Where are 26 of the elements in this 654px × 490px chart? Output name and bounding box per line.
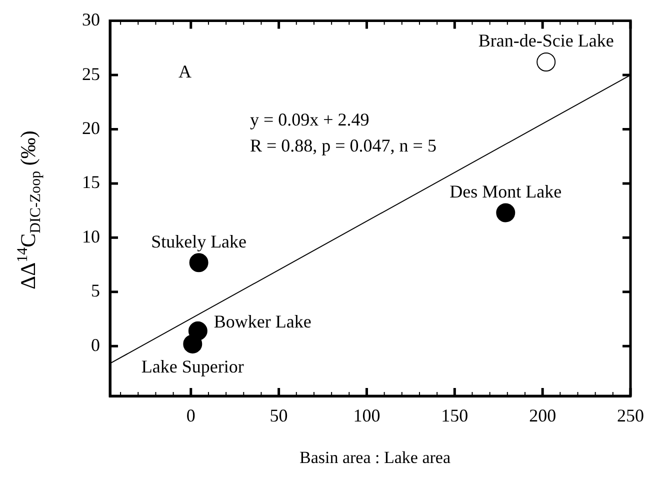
annotation: Stukely Lake <box>151 231 247 252</box>
x-tick-label: 200 <box>529 406 556 426</box>
y-tick-label: 0 <box>91 334 100 355</box>
point <box>188 321 208 340</box>
x-tick-label: 50 <box>270 406 288 426</box>
x-tick-label: 0 <box>186 406 196 426</box>
y-tick-label: 30 <box>82 10 100 30</box>
annotation: Lake Superior <box>141 356 244 377</box>
point <box>189 253 208 272</box>
y-tick-label: 25 <box>82 64 100 84</box>
annotation: R = 0.88, p = 0.047, n = 5 <box>250 136 436 156</box>
y-tick-label: 10 <box>82 226 100 246</box>
annotation: Bowker Lake <box>214 312 312 332</box>
annotation: Des Mont Lake <box>450 181 562 202</box>
y-tick-label: 20 <box>82 118 100 138</box>
x-tick-label: 100 <box>353 406 380 426</box>
x-tick-label: 250 <box>617 406 644 426</box>
y-tick-label: 5 <box>91 280 100 301</box>
annotation: y = 0.09x + 2.49 <box>250 110 370 130</box>
point <box>536 52 556 72</box>
point <box>496 203 516 222</box>
x-tick-label: 150 <box>441 406 468 426</box>
annotation: Bran-de-Scie Lake <box>478 30 614 51</box>
annotation: A <box>178 62 192 82</box>
y-tick-label: 15 <box>82 172 100 192</box>
x-axis-title: Basin area : Lake area <box>298 448 452 468</box>
